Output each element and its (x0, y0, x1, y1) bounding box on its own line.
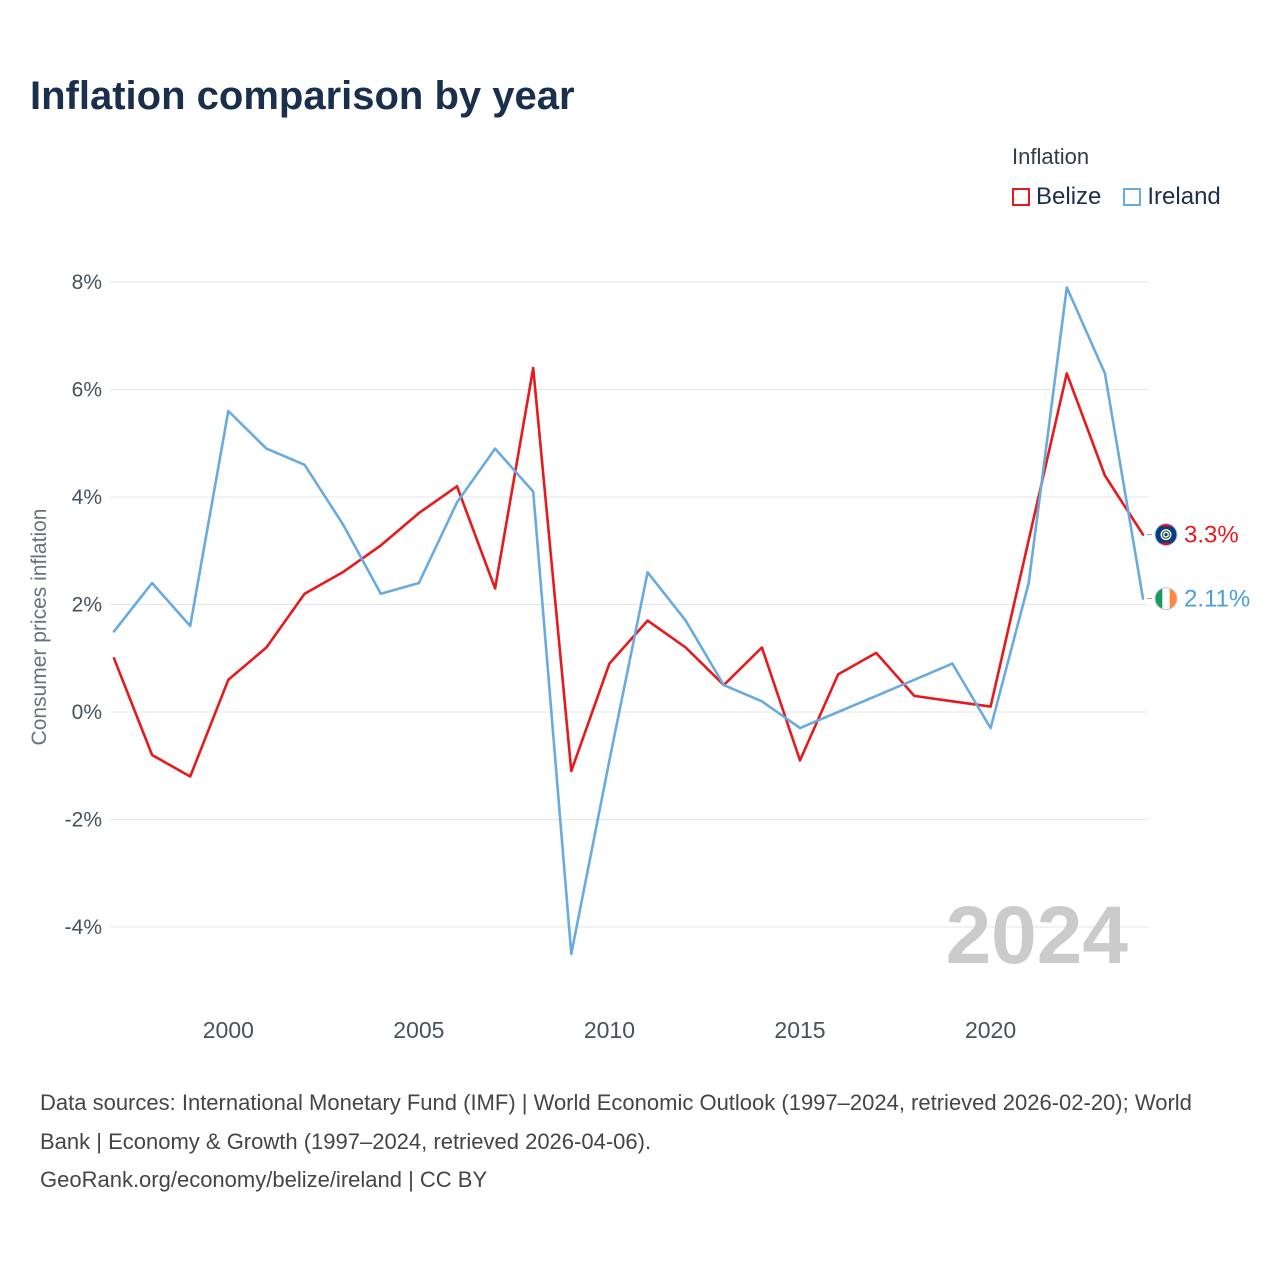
x-tick-labels: 2000 2005 2010 2015 2020 (203, 1017, 1016, 1043)
x-tick-label: 2005 (393, 1017, 444, 1043)
ireland-swatch-icon (1123, 188, 1142, 206)
legend-items: Belize Ireland (1012, 183, 1221, 211)
end-labels: 3.3% 2.11% (1147, 522, 1250, 613)
series-lines (112, 286, 1145, 956)
y-tick-label: 0% (72, 701, 102, 724)
x-tick-label: 2015 (774, 1017, 825, 1043)
source-link[interactable]: GeoRank.org/economy/belize/ireland | CC … (40, 1167, 488, 1192)
data-sources-text: Data sources: International Monetary Fun… (40, 1090, 1192, 1154)
belize-swatch-icon (1012, 188, 1030, 206)
legend-label-belize: Belize (1036, 183, 1102, 210)
x-tick-label: 2020 (965, 1017, 1016, 1043)
legend: Inflation Belize Ireland (1012, 144, 1221, 211)
y-tick-label: 6% (72, 379, 102, 402)
ireland-flag-icon (1154, 587, 1178, 611)
belize-end-label: 3.3% (1147, 522, 1239, 549)
footer: Data sources: International Monetary Fun… (40, 1084, 1244, 1200)
watermark: 2024 (946, 890, 1129, 981)
legend-item-belize[interactable]: Belize (1012, 183, 1101, 211)
ireland-line (112, 286, 1145, 956)
y-tick-label: -2% (65, 809, 102, 832)
y-tick-labels: 8% 6% 4% 2% 0% -2% -4% (65, 271, 102, 939)
page-title: Inflation comparison by year (30, 74, 575, 118)
y-tick-label: -4% (65, 916, 102, 939)
y-tick-label: 8% (72, 271, 102, 294)
x-tick-label: 2010 (584, 1017, 635, 1043)
legend-item-ireland[interactable]: Ireland (1123, 183, 1221, 211)
gridlines (110, 281, 1148, 928)
x-tick-label: 2000 (203, 1017, 254, 1043)
y-axis-title: Consumer prices inflation (28, 509, 51, 746)
legend-title: Inflation (1012, 144, 1090, 169)
belize-flag-icon (1154, 523, 1178, 547)
y-tick-label: 4% (72, 486, 102, 509)
legend-label-ireland: Ireland (1147, 183, 1221, 210)
y-tick-label: 2% (72, 594, 102, 617)
ireland-end-value: 2.11% (1184, 586, 1250, 613)
belize-end-value: 3.3% (1184, 522, 1239, 549)
belize-line (112, 366, 1145, 778)
ireland-end-label: 2.11% (1147, 586, 1250, 613)
